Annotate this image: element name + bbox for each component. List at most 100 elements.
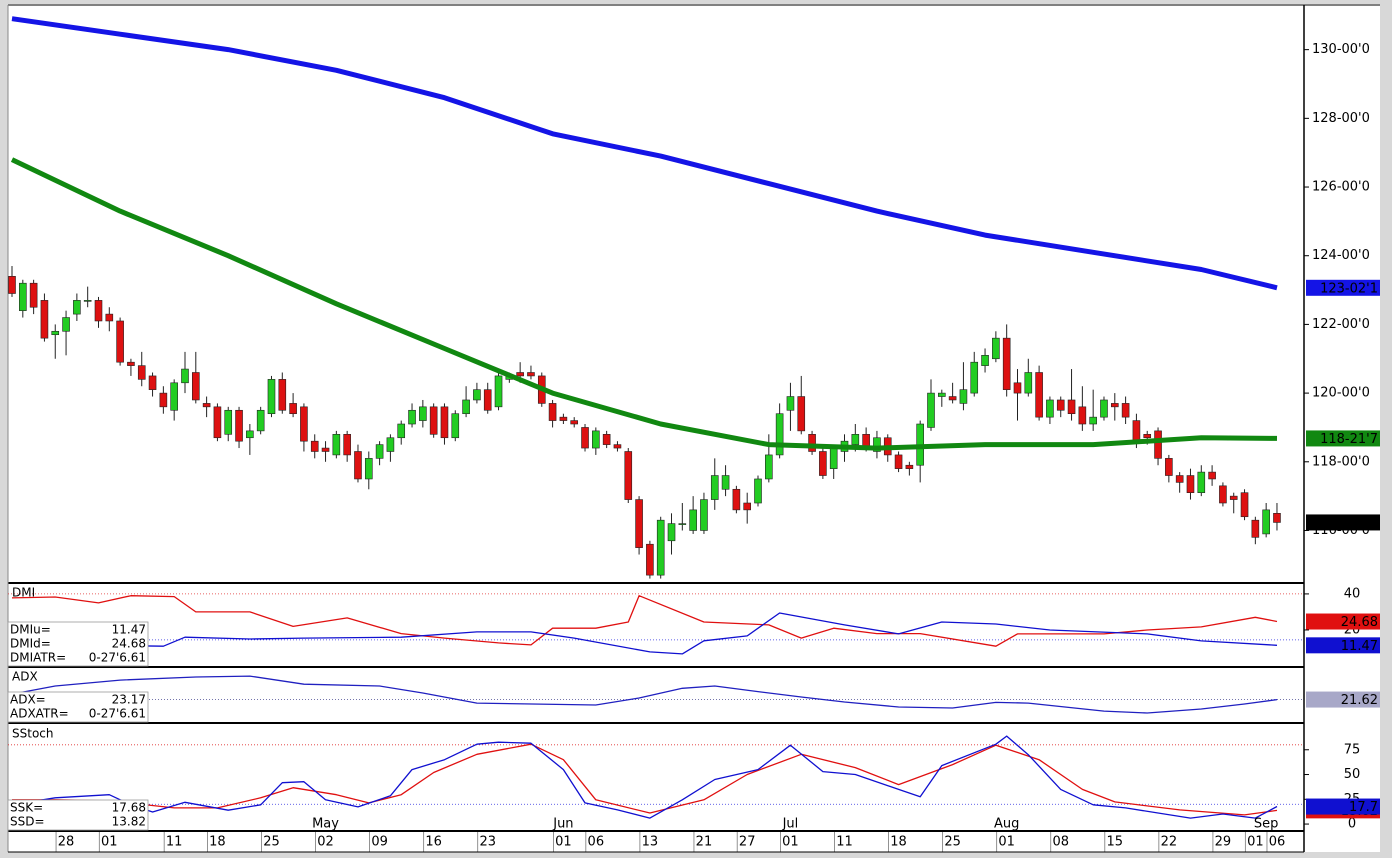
candle-body (62, 317, 70, 332)
candle-body (289, 403, 297, 415)
candle-body (819, 451, 827, 476)
candle-body (213, 406, 222, 439)
candle-body (732, 488, 741, 511)
last-value-box (1306, 279, 1380, 296)
candle-body (927, 392, 935, 428)
candle-body (527, 372, 535, 377)
candle-body (127, 361, 135, 366)
last-value-box-label: 123-02'1 (1320, 281, 1378, 296)
x-tick-label: 06 (1269, 835, 1286, 850)
y-tick-label: 120-00'0 (1312, 386, 1370, 401)
y-tick-label: 126-00'0 (1312, 180, 1370, 195)
candle-body (592, 430, 600, 449)
panel-title: DMI (12, 586, 35, 600)
candle-body (83, 300, 92, 302)
candle-body (354, 451, 362, 480)
candle-body (1219, 485, 1227, 504)
candle-body (548, 403, 557, 421)
candle-body (19, 282, 27, 311)
readout-value: 11.47 (112, 623, 146, 637)
last-value-box-label: 116-07'5 (1320, 516, 1378, 531)
candle-body (754, 478, 762, 504)
candle-body (473, 389, 481, 401)
candle-body (1024, 372, 1033, 394)
panel-title: SStoch (12, 727, 53, 741)
candle-body (516, 372, 524, 377)
candle-body (786, 396, 795, 411)
last-value-box (1306, 430, 1380, 447)
readout-value: 0-27'6.61 (89, 707, 146, 721)
candle-body (873, 437, 881, 452)
candle-body (1273, 513, 1281, 523)
candle-body (1100, 399, 1108, 418)
candle-body (267, 379, 276, 415)
candle-body (775, 413, 784, 456)
candle-body (8, 276, 16, 294)
candle-body (829, 447, 838, 469)
x-tick-label: 01 (555, 835, 572, 850)
x-tick-label: 01 (101, 835, 118, 850)
y-tick-label: 40 (1344, 586, 1361, 601)
candle-body (1035, 372, 1043, 418)
readout-label: ADXATR= (10, 707, 69, 721)
candle-body (1002, 337, 1011, 390)
candle-body (246, 430, 254, 439)
candle-body (1132, 420, 1141, 442)
last-value-box-label: 24.68 (1341, 615, 1378, 630)
x-tick-label: 18 (890, 835, 907, 850)
candle-body (494, 375, 503, 408)
last-value-box (1306, 514, 1380, 531)
candle-body (970, 361, 979, 394)
y-tick-label: 128-00'0 (1312, 111, 1370, 126)
candle-body (375, 444, 384, 459)
indicator-line (11, 16, 1278, 291)
indicator-line (11, 735, 1278, 819)
indicator-line (11, 595, 1278, 647)
candle-body (1197, 471, 1206, 494)
candle-body (905, 464, 914, 469)
last-value-box (1306, 613, 1380, 630)
candle-body (765, 454, 773, 480)
candle-body (1251, 519, 1260, 538)
last-value-box (1306, 691, 1380, 708)
candle-body (602, 434, 611, 445)
readout-box (7, 799, 149, 831)
candle-body (462, 399, 470, 415)
candle-body (181, 368, 189, 384)
candle-body (278, 379, 287, 411)
x-tick-label: 01 (1247, 835, 1264, 850)
candle-body (321, 447, 330, 452)
x-tick-label: 15 (1107, 835, 1124, 850)
candle-body (1013, 382, 1022, 394)
candle-body (721, 475, 730, 490)
candle-body (191, 372, 200, 401)
candle-body (992, 337, 1000, 360)
candle-body (1208, 471, 1216, 480)
candle-body (938, 392, 946, 397)
candle-body (332, 434, 341, 456)
candle-body (105, 313, 114, 322)
candle-body (397, 423, 406, 439)
candle-body (1165, 458, 1173, 476)
candle-body (1262, 509, 1270, 535)
x-tick-label: 11 (836, 835, 853, 850)
candle-body (429, 406, 438, 435)
candle-body (1121, 403, 1130, 418)
candle-body (1078, 406, 1087, 425)
readout-box (7, 621, 149, 667)
candle-body (1229, 495, 1238, 500)
candle-body (235, 409, 243, 442)
candle-body (310, 440, 319, 452)
y-tick-label: 122-00'0 (1312, 317, 1370, 332)
x-month-label: May (312, 817, 339, 832)
indicator-line (11, 612, 1278, 655)
x-tick-label: 22 (1161, 835, 1178, 850)
x-tick-label: 25 (263, 835, 280, 850)
candle-body (1067, 399, 1076, 415)
candle-body (894, 454, 903, 469)
candle-body (116, 320, 124, 363)
readout-label: SSK= (10, 801, 43, 815)
candle-body (159, 392, 168, 408)
